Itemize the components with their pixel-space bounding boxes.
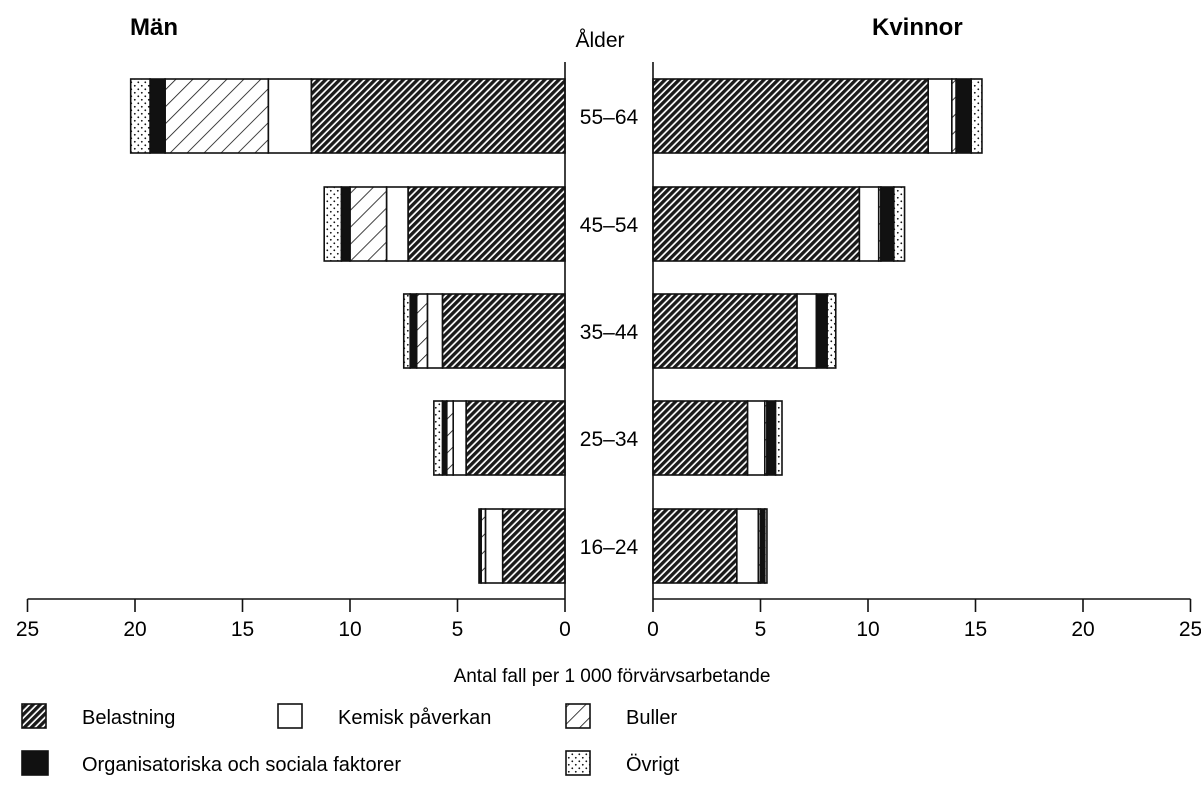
age-label-35-44: 35–44 <box>580 321 639 344</box>
bar-men-organisatoriska-och-sociala-faktorer-55-64 <box>149 78 166 154</box>
legend-swatch-buller <box>565 703 591 729</box>
bar-women-kemisk-paverkan-55-64 <box>927 78 953 154</box>
bar-men-organisatoriska-och-sociala-faktorer-45-54 <box>340 186 351 262</box>
bar-women-organisatoriska-och-sociala-faktorer-25-34 <box>766 400 777 476</box>
bar-men-ovrigt-45-54 <box>323 186 343 262</box>
x-axis-label: Antal fall per 1 000 förvärvsarbetande <box>454 666 771 687</box>
legend-label-ovrigt: Övrigt <box>626 754 680 776</box>
bar-men-ovrigt-55-64 <box>129 78 151 154</box>
legend: Belastning Kemisk påverkan Buller Organisat… <box>21 703 680 776</box>
bar-men-buller-25-34 <box>445 400 454 476</box>
women-tick-label-10: 10 <box>856 618 879 641</box>
bar-men-ovrigt-25-34 <box>433 400 444 476</box>
age-header: Ålder <box>575 29 624 52</box>
bar-women-ovrigt-35-44 <box>826 293 837 369</box>
legend-swatch-ovrigt <box>565 750 591 776</box>
bar-women-kemisk-paverkan-35-44 <box>796 293 818 369</box>
men-title: Män <box>130 14 178 41</box>
bar-women-organisatoriska-och-sociala-faktorer-55-64 <box>955 78 973 154</box>
women-tick-label-15: 15 <box>964 618 987 641</box>
bar-women-organisatoriska-och-sociala-faktorer-35-44 <box>815 293 828 369</box>
bar-men-belastning-25-34 <box>465 400 566 476</box>
bar-women-kemisk-paverkan-16-24 <box>736 508 760 584</box>
bar-women-belastning-16-24 <box>652 508 738 584</box>
bar-men-buller-45-54 <box>349 186 388 262</box>
bar-women-belastning-55-64 <box>652 78 930 154</box>
legend-label-kemisk-paverkan: Kemisk påverkan <box>338 707 491 729</box>
bar-women-organisatoriska-och-sociala-faktorer-45-54 <box>880 186 895 262</box>
x-axes: 25 20 15 10 5 0 25 20 15 10 5 0 <box>16 62 1201 641</box>
bar-men-ovrigt-35-44 <box>402 293 411 369</box>
women-tick-label-5: 5 <box>755 618 767 641</box>
bar-women-kemisk-paverkan-45-54 <box>858 186 880 262</box>
bar-men-belastning-45-54 <box>407 186 566 262</box>
bar-women-ovrigt-25-34 <box>774 400 783 476</box>
legend-swatch-kemisk-paverkan <box>277 703 303 729</box>
bars-group <box>129 78 983 584</box>
bar-women-belastning-25-34 <box>652 400 749 476</box>
bar-women-belastning-35-44 <box>652 293 798 369</box>
men-tick-label-20: 20 <box>123 618 146 641</box>
bar-men-kemisk-paverkan-16-24 <box>484 508 504 584</box>
age-label-55-64: 55–64 <box>580 106 639 129</box>
legend-label-organisatoriska-och-sociala-faktorer: Organisatoriska och sociala faktorer <box>82 754 401 776</box>
men-tick-label-0: 0 <box>559 618 571 641</box>
bar-men-buller-35-44 <box>415 293 429 369</box>
women-title: Kvinnor <box>872 14 963 41</box>
bar-men-kemisk-paverkan-25-34 <box>452 400 467 476</box>
men-tick-label-5: 5 <box>452 618 464 641</box>
bar-men-belastning-55-64 <box>310 78 566 154</box>
bar-women-ovrigt-55-64 <box>970 78 983 154</box>
bar-men-kemisk-paverkan-35-44 <box>426 293 444 369</box>
women-tick-label-0: 0 <box>647 618 659 641</box>
bar-men-organisatoriska-och-sociala-faktorer-35-44 <box>409 293 418 369</box>
bar-women-ovrigt-16-24 <box>763 508 768 584</box>
bar-women-belastning-45-54 <box>652 186 861 262</box>
bar-women-kemisk-paverkan-25-34 <box>746 400 766 476</box>
bar-women-ovrigt-45-54 <box>892 186 906 262</box>
men-tick-label-25: 25 <box>16 618 39 641</box>
bar-men-kemisk-paverkan-55-64 <box>267 78 313 154</box>
men-tick-label-10: 10 <box>338 618 361 641</box>
women-tick-label-20: 20 <box>1071 618 1094 641</box>
bar-men-belastning-16-24 <box>501 508 566 584</box>
age-labels: 55–64 45–54 35–44 25–34 16–24 <box>580 106 639 559</box>
age-label-16-24: 16–24 <box>580 536 639 559</box>
legend-label-belastning: Belastning <box>82 707 175 729</box>
age-label-45-54: 45–54 <box>580 214 639 237</box>
bar-men-kemisk-paverkan-45-54 <box>385 186 409 262</box>
bar-men-buller-55-64 <box>164 78 270 154</box>
bar-men-organisatoriska-och-sociala-faktorer-16-24 <box>478 508 482 584</box>
bar-men-belastning-35-44 <box>441 293 566 369</box>
legend-label-buller: Buller <box>626 707 677 729</box>
legend-swatch-belastning <box>21 703 47 729</box>
women-tick-label-25: 25 <box>1179 618 1201 641</box>
age-label-25-34: 25–34 <box>580 428 639 451</box>
men-tick-label-15: 15 <box>231 618 254 641</box>
legend-swatch-organisatoriska-och-sociala-faktorer <box>21 750 49 776</box>
